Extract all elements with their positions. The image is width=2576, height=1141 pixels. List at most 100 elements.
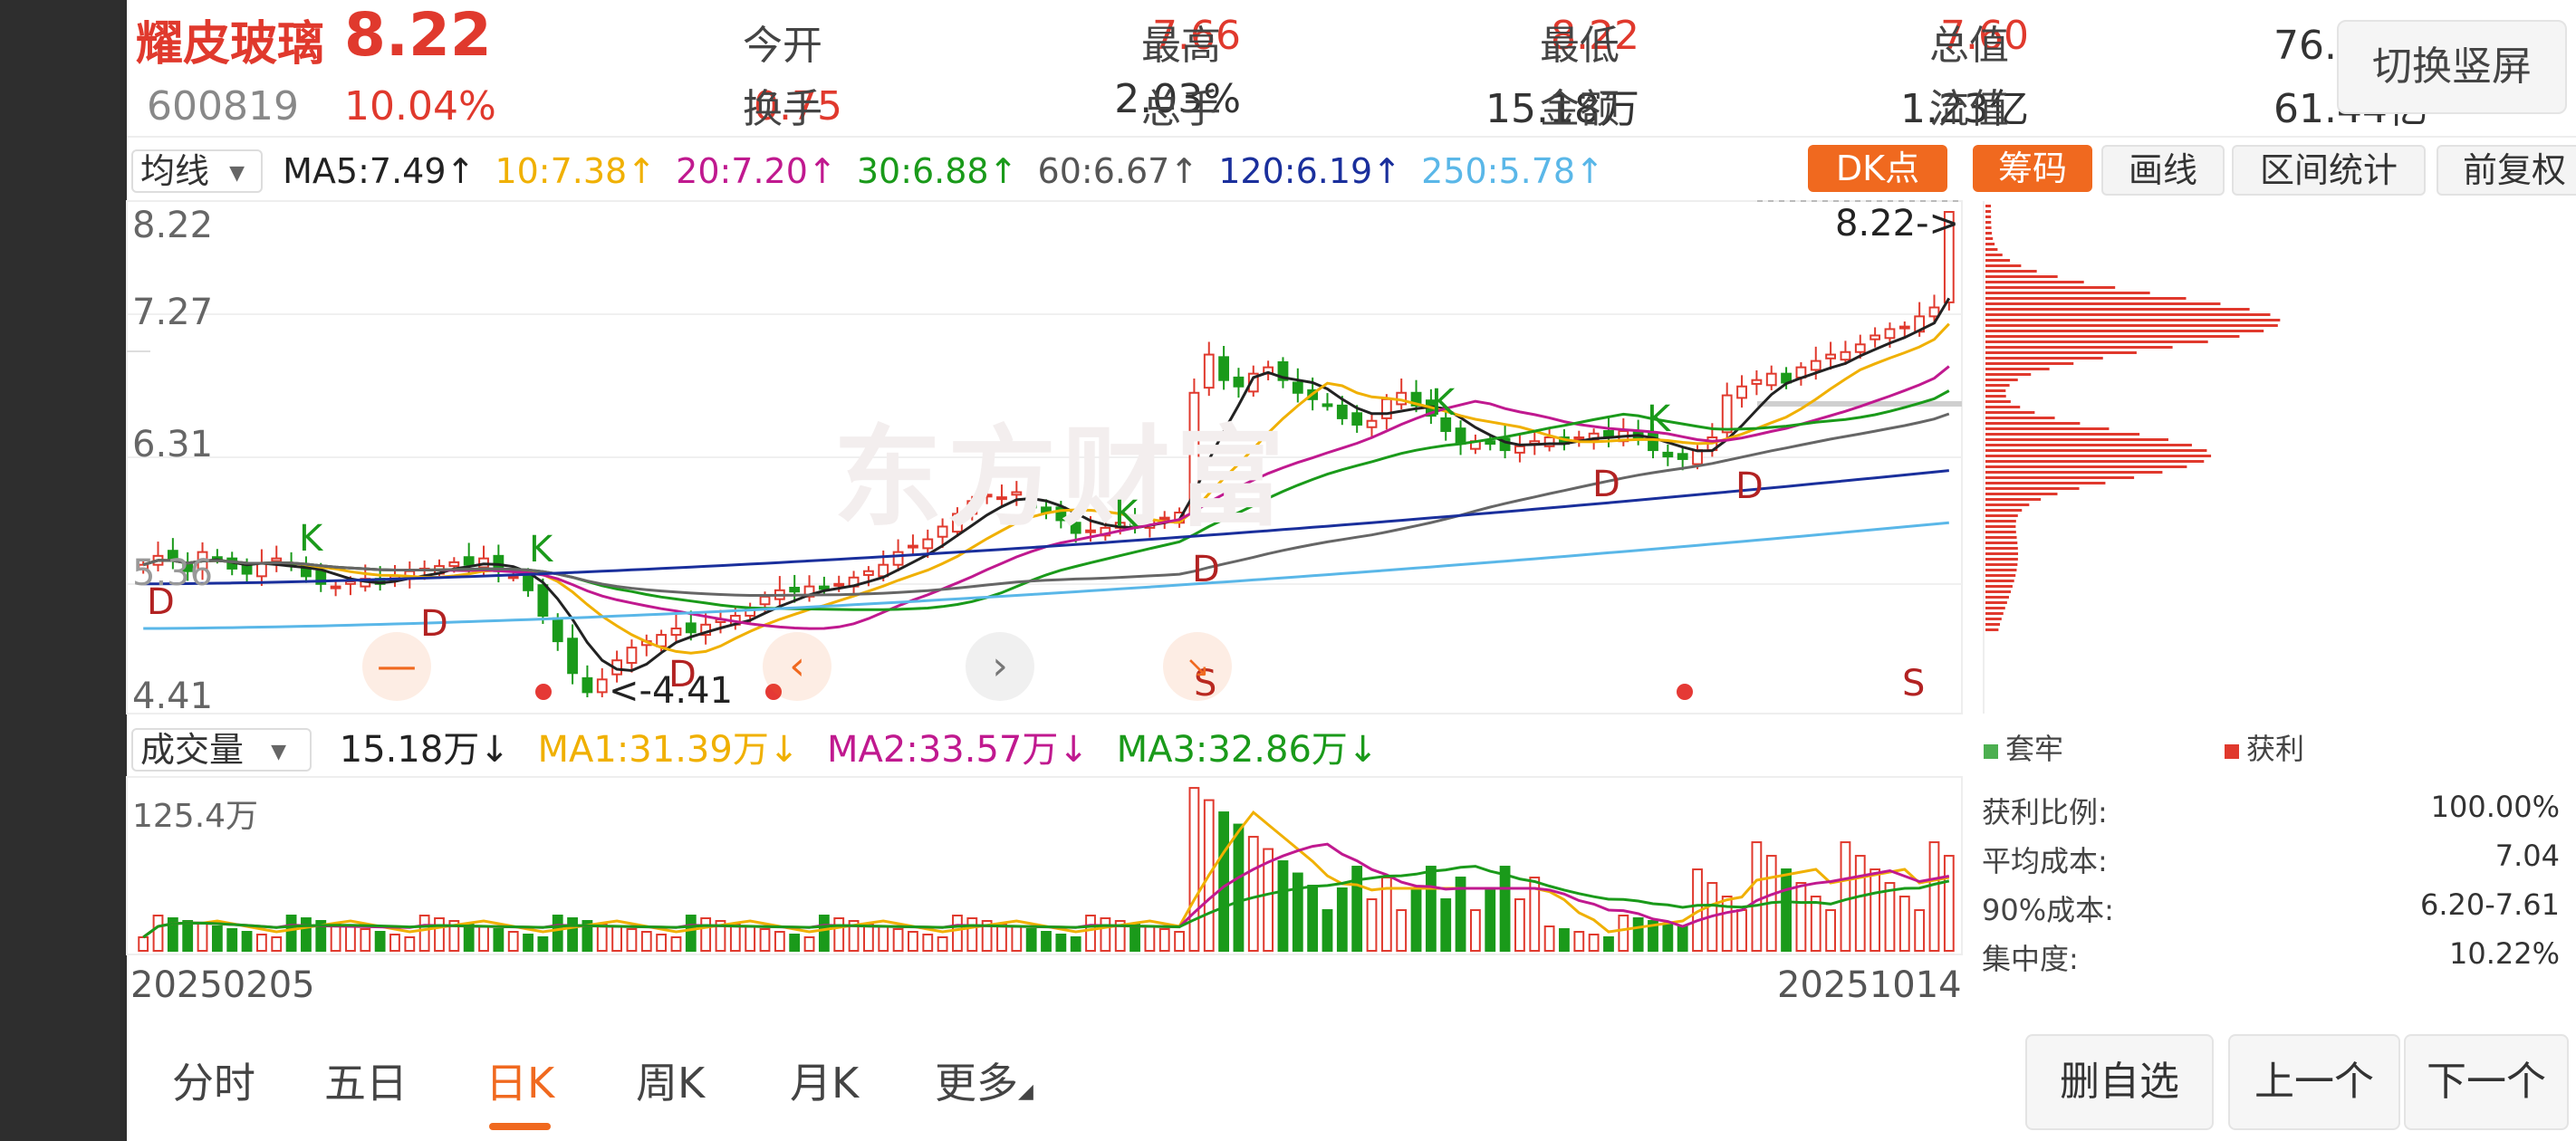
volume-bar: [729, 923, 741, 952]
volume-bar: [981, 920, 993, 952]
scroll-right-button[interactable]: ›: [966, 632, 1034, 701]
volume-bar: [1218, 811, 1229, 953]
quote-value: 2.03%: [1114, 76, 1241, 122]
next-stock-button[interactable]: 下一个: [2404, 1034, 2569, 1130]
ma5-label: MA5:7.49↑: [283, 151, 476, 191]
candle-body: [1455, 427, 1466, 446]
candle-body: [523, 575, 533, 591]
remove-watchlist-button[interactable]: 删自选: [2025, 1034, 2214, 1130]
draw-line-button[interactable]: 画线: [2101, 145, 2225, 196]
d-marker: D: [1735, 465, 1764, 507]
volume-bar: [1825, 909, 1836, 953]
profit-swatch-icon: [2225, 744, 2239, 759]
volume-bar: [1425, 866, 1437, 952]
info-value: 6.20-7.61: [2419, 887, 2560, 922]
volume-bar: [715, 920, 726, 952]
k-marker: K: [1114, 494, 1139, 535]
volume-bars: [138, 787, 1955, 953]
volume-bar: [404, 936, 416, 952]
volume-bar: [1055, 934, 1067, 952]
ma30-label: 30:6.88↑: [856, 151, 1018, 191]
chip-bar: [1985, 623, 2001, 626]
change-percent: 10.04%: [344, 83, 496, 129]
s-marker: S: [1902, 663, 1926, 705]
volume-bar: [418, 915, 430, 953]
previous-stock-button[interactable]: 上一个: [2228, 1034, 2400, 1130]
volume-bar: [1543, 925, 1555, 952]
candle-body: [1898, 325, 1910, 330]
candle-body: [1011, 491, 1023, 496]
d-marker: D: [420, 603, 448, 645]
volume-bar: [1618, 915, 1629, 953]
d-marker: D: [1592, 464, 1620, 505]
chip-bar: [1985, 368, 2050, 370]
legend-profit: 获利: [2225, 726, 2304, 768]
chip-bar: [1985, 503, 2030, 506]
stock-price: 8.22: [344, 0, 492, 70]
candle-body: [1277, 361, 1289, 381]
chip-bar: [1985, 465, 2187, 468]
forward-adjust-button[interactable]: 前复权: [2437, 145, 2576, 196]
volume-bar: [448, 920, 460, 952]
k-marker: K: [299, 518, 323, 560]
quote-label: 最高: [1141, 23, 1221, 69]
ma-selector[interactable]: 均线 ▼: [131, 149, 264, 193]
volume-bar: [818, 915, 830, 953]
volume-panel-frame: [126, 776, 1963, 955]
volume-bar: [892, 928, 904, 953]
volume-bar: [1854, 855, 1866, 953]
volume-bar: [211, 925, 223, 952]
volume-bar: [1396, 909, 1408, 953]
volume-bar: [745, 925, 756, 952]
volume-bar: [285, 915, 297, 953]
volume-bar: [596, 923, 608, 952]
info-label: 90%成本:: [1982, 893, 2114, 927]
tab-more[interactable]: 更多◢: [935, 1059, 1033, 1107]
volume-bar: [937, 936, 948, 952]
toggle-portrait-button[interactable]: 切换竖屏: [2337, 20, 2567, 114]
range-stats-button[interactable]: 区间统计: [2232, 145, 2426, 196]
candle-body: [908, 544, 918, 549]
candle-body: [1543, 436, 1555, 447]
chip-bar: [1985, 498, 2042, 501]
tab-weekly-k[interactable]: 周K: [636, 1059, 706, 1107]
volume-bar: [167, 917, 178, 953]
volume-bar: [389, 934, 400, 952]
signal-dot: [1677, 684, 1693, 700]
scroll-left-button[interactable]: ‹: [763, 632, 831, 701]
chip-bar: [1985, 444, 2192, 446]
tab-daily-k[interactable]: 日K: [485, 1059, 555, 1107]
candle-body: [863, 570, 874, 576]
volume-ma2: MA2:33.57万↓: [827, 729, 1089, 771]
volume-bar: [1470, 909, 1481, 953]
chip-bar: [1985, 292, 2150, 294]
chip-bar: [1985, 411, 2035, 414]
volume-bar: [1307, 885, 1319, 952]
volume-bar: [1188, 787, 1200, 953]
dk-point-button[interactable]: DK点: [1808, 145, 1947, 192]
candle-body: [818, 585, 830, 590]
jump-latest-icon[interactable]: ↘: [1163, 632, 1232, 701]
volume-bar: [1011, 925, 1023, 952]
volume-bar: [271, 936, 283, 952]
change-amount: 0.75: [754, 83, 842, 129]
tab-intraday[interactable]: 分时: [172, 1059, 255, 1107]
tab-monthly-k[interactable]: 月K: [790, 1059, 860, 1107]
chips-button[interactable]: 筹码: [1973, 145, 2092, 192]
volume-selector[interactable]: 成交量 ▼: [131, 728, 312, 772]
tab-five-day[interactable]: 五日: [324, 1059, 408, 1107]
zoom-out-button[interactable]: —: [362, 632, 431, 701]
chip-bar: [1985, 612, 2004, 615]
chip-bar: [1985, 417, 2055, 419]
k-marker: K: [529, 529, 553, 570]
candle-body: [803, 585, 815, 598]
volume-current: 15.18万↓: [339, 729, 510, 771]
volume-bar: [315, 920, 327, 952]
chip-bar: [1985, 476, 2135, 479]
info-label: 平均成本:: [1982, 844, 2108, 878]
volume-bar: [1485, 887, 1496, 952]
candle-body: [1928, 306, 1940, 318]
volume-bar: [1499, 866, 1511, 952]
volume-bar: [434, 917, 445, 953]
